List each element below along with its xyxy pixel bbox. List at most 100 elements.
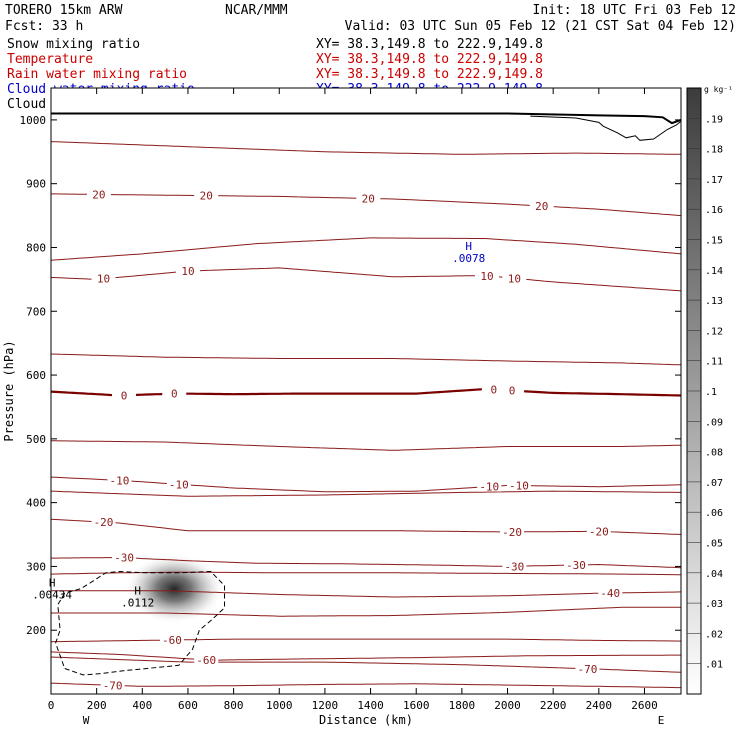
isotherm-label: -10 xyxy=(169,478,189,491)
isotherm-line xyxy=(50,353,682,366)
field-xy: XY= 38.3,149.8 to 222.9,149.8 xyxy=(316,37,543,52)
x-tick-label: 2200 xyxy=(540,699,567,712)
isotherm-label-bg xyxy=(86,188,111,200)
y-tick-label: 600 xyxy=(26,369,46,382)
max-marker: H xyxy=(465,240,472,253)
isotherm-label: -20 xyxy=(502,526,522,539)
isotherm-label: -60 xyxy=(196,654,216,667)
isotherm-label-bg xyxy=(162,387,187,399)
plot-frame xyxy=(50,87,682,695)
y-tick-label: 900 xyxy=(26,178,46,191)
isotherm-label-bg xyxy=(100,679,125,691)
isotherm-label-bg xyxy=(159,634,184,646)
isotherm-label: -10 xyxy=(479,481,499,494)
isotherm-label-bg xyxy=(194,189,219,201)
isotherm-label-bg xyxy=(112,551,137,563)
y-tick-label: 200 xyxy=(26,624,46,637)
x-tick-label: 200 xyxy=(87,699,107,712)
isotherm-label: -40 xyxy=(600,587,620,600)
y-axis-label: Pressure (hPa) xyxy=(2,340,16,441)
colorbar-label: .16 xyxy=(705,205,723,216)
x-tick-label: 2400 xyxy=(586,699,613,712)
colorbar-label: .1 xyxy=(705,387,717,398)
y-tick-label: 1000 xyxy=(20,114,47,127)
x-tick-label: 0 xyxy=(48,699,55,712)
isotherm-label-bg xyxy=(112,389,137,401)
isotherm-line xyxy=(50,518,682,535)
isotherm-label-bg xyxy=(529,200,554,212)
max-value: .00434 xyxy=(32,589,72,602)
cloud-ice-core xyxy=(124,553,225,624)
y-tick-label: 500 xyxy=(26,433,46,446)
org-title: NCAR/MMM xyxy=(225,3,288,18)
isotherm-line xyxy=(51,440,682,451)
isotherm-label-bg xyxy=(91,272,116,284)
colorbar-label: .08 xyxy=(705,448,723,459)
precip-outline xyxy=(530,115,682,141)
x-tick-label: 1200 xyxy=(312,699,339,712)
isotherm-label: 10 xyxy=(97,273,110,286)
isotherm-line xyxy=(50,237,682,261)
snow-outline xyxy=(55,570,225,676)
isotherm-label: 10 xyxy=(181,265,194,278)
isotherm-label-bg xyxy=(194,653,219,665)
isotherm-label-bg xyxy=(500,384,525,396)
isotherm-label: 0 xyxy=(121,389,128,402)
y-tick-label: 400 xyxy=(26,497,46,510)
field-name: Rain water mixing ratio xyxy=(7,67,187,82)
field-name: Snow mixing ratio xyxy=(7,37,140,52)
isotherm-label-bg xyxy=(598,587,623,599)
x-tick-label: 2000 xyxy=(494,699,521,712)
isotherm-label: -10 xyxy=(509,480,529,493)
colorbar-label: .09 xyxy=(705,417,723,428)
colorbar-label: .13 xyxy=(705,296,723,307)
temperature-isotherms: -70-70-60-60-40-30-30 -30-20-20 -20-10 -10-… xyxy=(50,141,682,692)
colorbar-label: .05 xyxy=(705,539,723,550)
isotherm-label-bg xyxy=(506,479,531,491)
model-title: TORERO 15km ARW xyxy=(5,3,123,18)
west-label: W xyxy=(83,714,90,727)
isotherm-label-bg xyxy=(564,558,588,570)
x-axis: 0 200 400 600 800 1000 1200 1400 1600 1800 2000 220… xyxy=(48,88,664,727)
isotherm-label: -30 xyxy=(566,559,586,572)
isotherm-label-bg xyxy=(586,525,611,537)
colorbar-label: .11 xyxy=(705,357,723,368)
isotherm-label: -70 xyxy=(577,663,597,676)
isotherm-label-bg xyxy=(107,474,132,486)
isotherm-label-bg xyxy=(175,265,200,277)
isotherm-line xyxy=(50,651,681,661)
colorbar-label: .18 xyxy=(705,145,723,156)
max-marker: H xyxy=(49,577,56,590)
isotherm-line xyxy=(51,590,682,598)
max-marker: H xyxy=(134,584,141,597)
colorbar-label: .15 xyxy=(705,236,723,247)
colorbar-label: .17 xyxy=(705,175,723,186)
isotherm-label: -30 xyxy=(504,560,524,573)
colorbar-label: .19 xyxy=(705,114,723,125)
isotherm-line xyxy=(50,141,681,155)
cloud-outline xyxy=(55,570,225,676)
max-value: .0112 xyxy=(121,596,154,609)
isotherm-line xyxy=(50,490,681,497)
colorbar-label: .01 xyxy=(705,660,723,671)
x-tick-label: 1800 xyxy=(449,699,476,712)
isotherm-label: 0 xyxy=(171,388,178,401)
x-tick-label: 1600 xyxy=(403,699,430,712)
forecast-hour: Fcst: 33 h xyxy=(5,19,83,34)
isotherm-label-bg xyxy=(356,192,381,204)
colorbar: .19 .18 .17 .16 .15 .14 .13 .12 .11 .1 .09 .08 .07 .0… xyxy=(686,85,733,695)
colorbar-label: .12 xyxy=(705,326,723,337)
field-xy: XY= 38.3,149.8 to 222.9,149.8 xyxy=(316,52,543,67)
x-tick-label: 1000 xyxy=(266,699,293,712)
y-tick-label: 700 xyxy=(26,305,46,318)
isotherm-label: -70 xyxy=(103,679,123,692)
isotherm-label-bg xyxy=(166,478,191,490)
isotherm-line xyxy=(50,387,682,397)
isotherm-label-bg xyxy=(91,516,116,528)
isotherm-label-bg xyxy=(502,560,527,572)
isotherm-label: -20 xyxy=(94,516,114,529)
x-axis-label: Distance (km) xyxy=(319,713,413,727)
